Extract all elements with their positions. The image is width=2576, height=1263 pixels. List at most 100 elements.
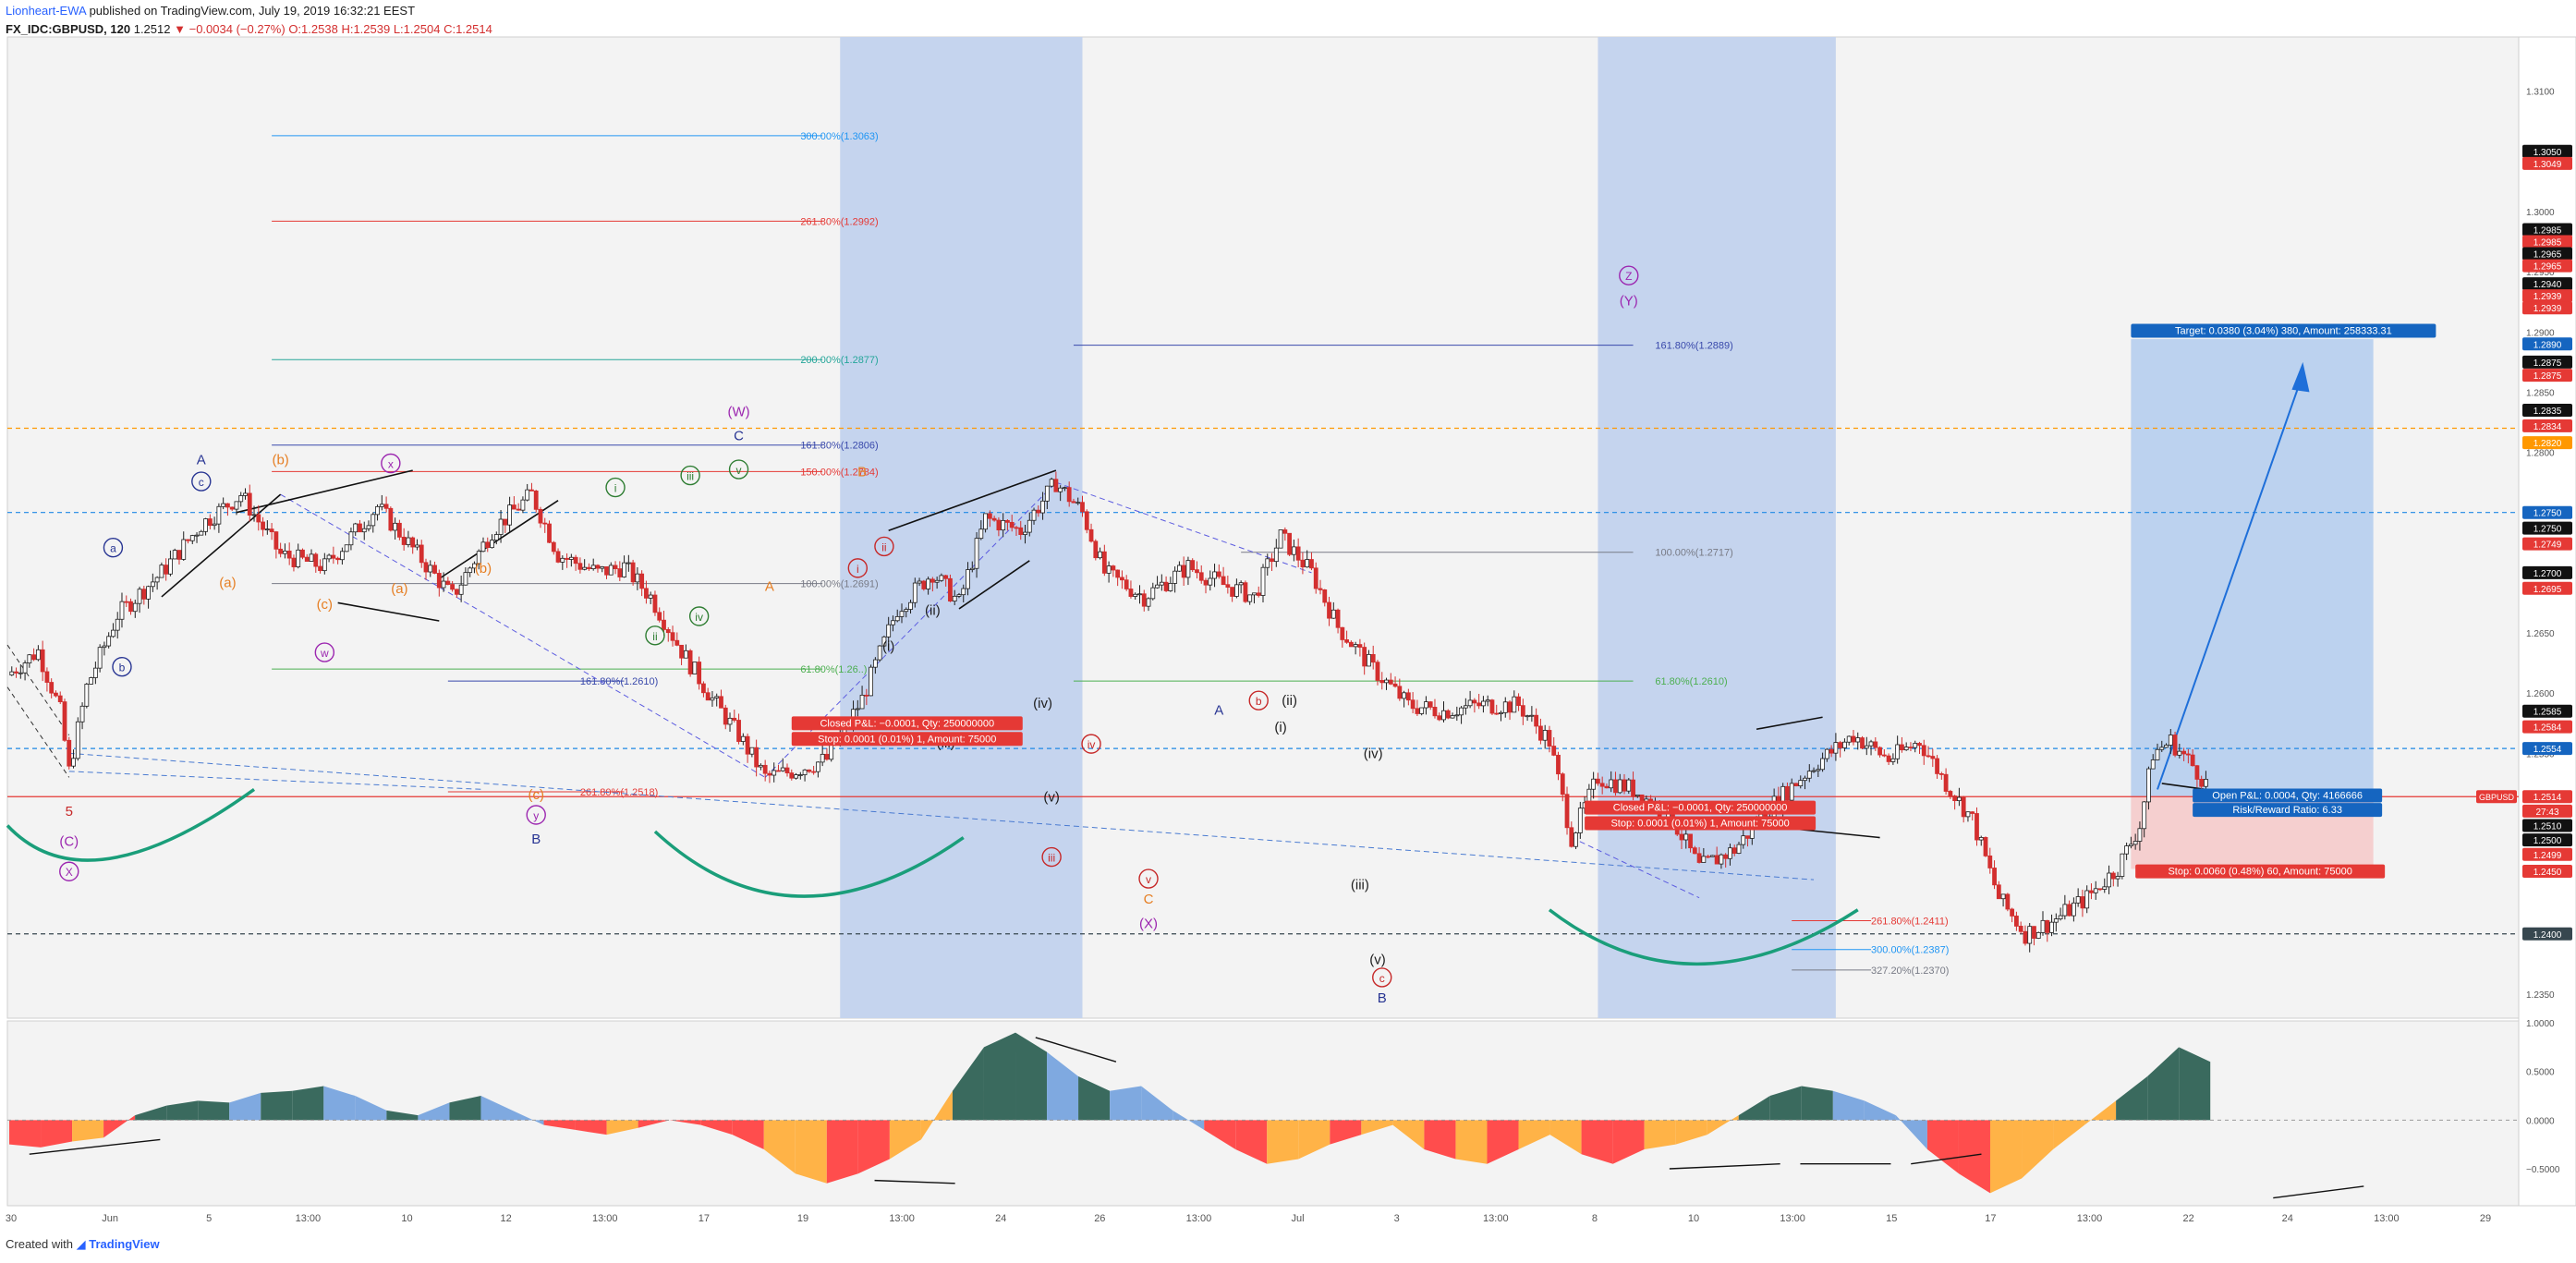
candle-body <box>1846 735 1852 743</box>
down-arrow-icon: ▼ <box>174 22 186 36</box>
fib-label-11: 61.80%(1.2610) <box>1655 676 1727 687</box>
candle-body <box>313 553 319 567</box>
candle-body <box>1300 559 1306 568</box>
candle-body <box>555 551 561 563</box>
candle-body <box>1683 833 1689 841</box>
candle-body <box>1146 598 1151 607</box>
candle-body <box>247 492 252 516</box>
candle-body <box>1793 783 1799 786</box>
fib-label-8: 261.80%(1.2518) <box>580 787 658 798</box>
price-badge-text-4: 1.2965 <box>2533 250 2562 261</box>
candle-body <box>406 537 411 545</box>
candle-body <box>1243 582 1248 602</box>
candle-body <box>772 770 777 776</box>
candle-body <box>1295 546 1301 561</box>
candle-body <box>930 578 935 583</box>
candle-body <box>1270 558 1274 563</box>
candle-body <box>128 601 133 613</box>
candle-body <box>665 629 671 634</box>
time-tick-12: 13:00 <box>1186 1213 1212 1224</box>
candle-body <box>1111 565 1116 571</box>
candle-body <box>529 489 534 492</box>
candle-body <box>283 550 287 554</box>
candle-body <box>507 504 512 526</box>
wave-label-31: (iv) <box>1033 696 1052 711</box>
position-labels: Closed P&L: −0.0001, Qty: 250000000 Stop:… <box>791 323 2436 879</box>
candle-body <box>1842 741 1847 748</box>
author-link[interactable]: Lionheart-EWA <box>6 4 86 18</box>
candle-body <box>1370 653 1376 663</box>
time-tick-4: 10 <box>401 1213 412 1224</box>
fib-label-1: 261.80%(1.2992) <box>800 216 878 227</box>
wave-label-7: (b) <box>272 453 288 468</box>
candle-body <box>172 550 177 560</box>
oscillator-area-segment <box>355 1096 387 1121</box>
candle-body <box>1970 811 1975 814</box>
wave-label-15: y <box>533 809 539 822</box>
candle-body <box>582 566 588 570</box>
candle-body <box>1362 647 1367 667</box>
oscillator-area-segment <box>1895 1115 1927 1149</box>
candle-body <box>44 671 50 683</box>
price-badge-14 <box>2522 436 2572 450</box>
candle-body <box>1128 589 1134 597</box>
candle-body <box>807 769 812 772</box>
candle-body <box>2010 908 2015 917</box>
candle-body <box>348 531 354 546</box>
candle-body <box>1816 769 1821 771</box>
candle-body <box>2045 919 2050 933</box>
candle-body <box>1445 710 1451 719</box>
candle-body <box>432 565 437 574</box>
candle-body <box>1957 796 1962 802</box>
oscillator-area-segment <box>1330 1120 1362 1145</box>
time-tick-19: 15 <box>1886 1213 1897 1224</box>
time-axis[interactable]: 30 Jun 5 13:00 10 12 13:00 17 19 13:00 24 26 13:00 Ju… <box>6 1205 2519 1224</box>
candle-body <box>1441 710 1446 721</box>
time-tick-0: 30 <box>6 1213 17 1224</box>
candle-body <box>264 528 270 531</box>
candle-body <box>784 767 790 773</box>
wave-circle-11 <box>314 642 335 662</box>
candle-body <box>2080 896 2085 909</box>
candle-body <box>458 584 464 595</box>
teal-arc-3 <box>1548 908 1859 966</box>
candle-body <box>490 540 494 549</box>
candle-body <box>732 717 737 721</box>
oscillator-area-segment <box>606 1120 638 1135</box>
candle-body <box>1058 487 1063 492</box>
trend-lines <box>6 361 2310 966</box>
candle-body <box>1864 745 1869 749</box>
oscillator-area-segment <box>135 1105 167 1121</box>
candle-body <box>221 503 226 507</box>
candle-body <box>119 601 125 620</box>
candle-body <box>2177 750 2182 756</box>
tradingview-brand[interactable]: TradingView <box>89 1237 160 1251</box>
fib-label-5: 100.00%(1.2691) <box>800 579 878 590</box>
candle-body <box>71 758 76 767</box>
candle-body <box>1551 746 1557 756</box>
candle-body <box>1596 778 1600 784</box>
candle-body <box>1472 699 1477 704</box>
wave-circle-45 <box>1372 967 1392 988</box>
candle-body <box>309 553 314 562</box>
candle-body <box>1961 796 1966 818</box>
oscillator-area-segment <box>2084 1100 2117 1125</box>
candle-body <box>1701 856 1707 863</box>
time-tick-2: 5 <box>206 1213 212 1224</box>
wave-circle-35 <box>1138 868 1159 889</box>
candle-body <box>27 654 32 663</box>
trend-channel-1 <box>6 644 70 736</box>
fib-label-9: 161.80%(1.2889) <box>1655 341 1732 352</box>
candle-body <box>1309 559 1314 569</box>
wave-label-32: (v) <box>1043 789 1060 805</box>
candle-body <box>1820 758 1825 771</box>
candle-body <box>2115 876 2120 880</box>
price-tick-15: 1.2350 <box>2526 990 2555 1001</box>
price-axis[interactable]: 1.3100 1.3050 1.3000 1.2950 1.2900 1.2850 1.28… <box>2476 88 2572 1001</box>
wave-zone-0 <box>840 37 1083 1018</box>
wave-circle-10 <box>381 453 401 474</box>
fib-label-4: 150.00%(1.2784) <box>800 467 878 478</box>
candle-body <box>648 594 653 599</box>
oscillator-area-segment <box>1141 1086 1173 1121</box>
